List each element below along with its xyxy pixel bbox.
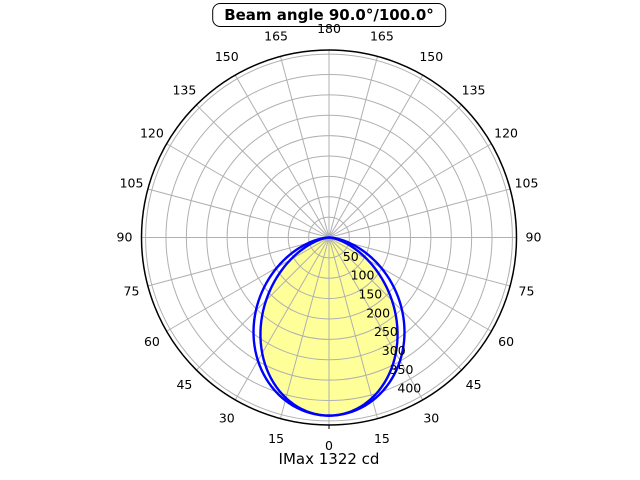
- angle-tick-label-75-right: 75: [519, 284, 535, 299]
- radius-tick-label-300: 300: [382, 343, 406, 358]
- angle-tick-label-150-right: 150: [419, 49, 443, 64]
- grid-spoke-225: [196, 104, 330, 238]
- angle-tick-label-135-right: 135: [462, 82, 486, 97]
- angle-tick-label-90-left: 90: [117, 230, 133, 245]
- angle-tick-label-120-left: 120: [140, 126, 164, 141]
- radius-tick-label-150: 150: [358, 287, 382, 302]
- grid-spoke-330: [234, 237, 330, 401]
- angle-tick-label-15-left: 15: [268, 431, 284, 446]
- grid-spoke-255: [147, 188, 330, 238]
- radius-tick-label-250: 250: [374, 324, 398, 339]
- grid-spoke-210: [234, 74, 330, 238]
- grid-spoke-30: [328, 237, 424, 401]
- grid-spoke-75: [328, 237, 511, 287]
- chart-title: Beam angle 90.0°/100.0°: [212, 3, 446, 27]
- grid-spoke-195: [279, 56, 330, 238]
- angle-tick-label-30-right: 30: [423, 410, 439, 425]
- grid-spoke-150: [328, 74, 424, 238]
- angle-tick-label-135-left: 135: [172, 82, 196, 97]
- angle-tick-label-60-left: 60: [144, 334, 160, 349]
- angle-tick-label-165-left: 165: [264, 28, 288, 43]
- angle-tick-label-90-right: 90: [526, 230, 542, 245]
- angle-tick-label-60-right: 60: [498, 334, 514, 349]
- radius-tick-label-400: 400: [397, 381, 421, 396]
- radius-tick-label-200: 200: [366, 305, 390, 320]
- grid-spoke-240: [166, 143, 330, 238]
- grid-spoke-105: [328, 188, 511, 238]
- grid-spoke-120: [328, 143, 492, 238]
- angle-tick-label-30-left: 30: [219, 410, 235, 425]
- grid-spoke-345: [279, 237, 330, 419]
- curve-beam-100deg: [252, 236, 406, 417]
- grid-spoke-60: [328, 237, 492, 332]
- grid-spoke-285: [147, 237, 330, 287]
- radius-tick-label-50: 50: [343, 249, 359, 264]
- angle-tick-label-165-right: 165: [370, 28, 394, 43]
- grid-spoke-315: [196, 237, 330, 371]
- imax-annotation: IMax 1322 cd: [278, 450, 380, 468]
- angle-tick-label-75-left: 75: [124, 284, 140, 299]
- angle-tick-label-120-right: 120: [494, 126, 518, 141]
- angle-tick-label-105-right: 105: [515, 176, 539, 191]
- grid-spoke-45: [328, 237, 462, 371]
- angle-tick-label-0-right: 0: [325, 438, 333, 453]
- grid-spoke-300: [166, 237, 330, 332]
- grid-spoke-135: [328, 104, 462, 238]
- grid-spoke-165: [328, 56, 379, 238]
- angle-tick-label-45-left: 45: [176, 377, 192, 392]
- radius-tick-label-350: 350: [390, 362, 414, 377]
- angle-tick-label-105-left: 105: [120, 176, 144, 191]
- angle-tick-label-150-left: 150: [215, 49, 239, 64]
- grid-spoke-15: [328, 237, 379, 419]
- radius-tick-label-100: 100: [351, 268, 375, 283]
- angle-tick-label-180-right: 180: [317, 21, 341, 36]
- angle-tick-label-15-right: 15: [374, 431, 390, 446]
- angle-tick-label-45-right: 45: [466, 377, 482, 392]
